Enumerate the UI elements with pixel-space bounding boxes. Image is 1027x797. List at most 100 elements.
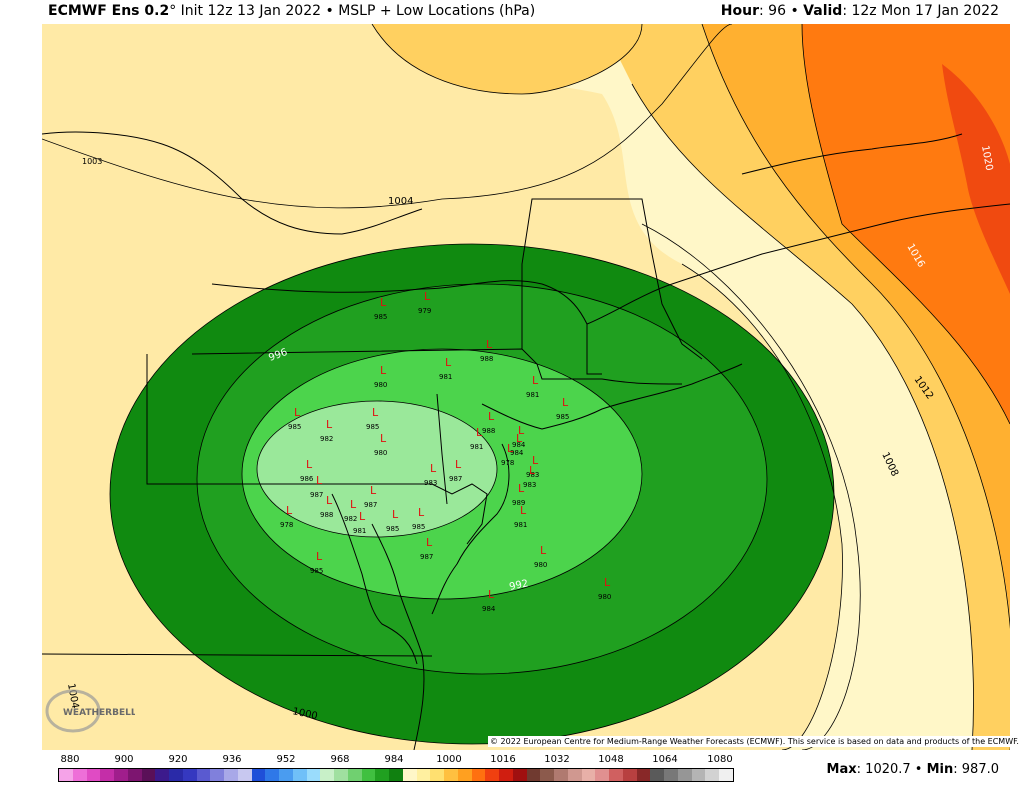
colorbar-tick-label: 1000 (436, 754, 462, 765)
low-pressure-value: 982 (320, 435, 333, 443)
colorbar-swatch (265, 769, 279, 781)
colorbar-tick-label: 952 (276, 754, 296, 765)
low-pressure-value: 978 (280, 521, 293, 529)
low-pressure-value: 983 (424, 479, 437, 487)
low-pressure-value: 985 (310, 567, 323, 575)
low-pressure-value: 984 (510, 449, 524, 457)
colorbar-swatch (705, 769, 719, 781)
colorbar-swatch (169, 769, 183, 781)
field-name: MSLP + Low Locations (hPa) (338, 3, 536, 19)
low-pressure-value: 984 (482, 605, 496, 613)
low-marker-letter: L (418, 506, 425, 519)
low-pressure-value: 981 (470, 443, 483, 451)
colorbar-swatch (499, 769, 513, 781)
low-pressure-value: 981 (439, 373, 452, 381)
hour-value: : 96 (759, 3, 786, 19)
colorbar-swatch (59, 769, 73, 781)
low-marker-letter: L (540, 544, 547, 557)
low-marker-letter: L (359, 510, 366, 523)
low-pressure-value: 981 (353, 527, 366, 535)
colorbar-swatch (141, 769, 156, 781)
low-marker-letter: L (455, 458, 462, 471)
colorbar-tick-label: 1080 (707, 754, 733, 765)
low-pressure-value: 983 (523, 481, 536, 489)
low-pressure-value: 985 (288, 423, 301, 431)
colorbar-swatch (430, 769, 444, 781)
max-min-stats: Max: 1020.7 • Min: 987.0 (827, 762, 999, 777)
max-value: : 1020.7 (856, 762, 911, 777)
band-1008-north (372, 24, 642, 94)
low-pressure-value: 986 (300, 475, 314, 483)
pressure-map: 1004 996 992 1000 1008 1012 1016 1020 10… (42, 24, 1010, 750)
header-bar: ECMWF Ens 0.2° Init 12z 13 Jan 2022 • MS… (0, 0, 1027, 24)
colorbar-swatch (375, 769, 389, 781)
colorbar-tick-label: 936 (222, 754, 242, 765)
low-pressure-value: 987 (364, 501, 377, 509)
low-marker-letter: L (350, 498, 357, 511)
colorbar-swatch (334, 769, 348, 781)
low-marker-letter: L (520, 504, 527, 517)
colorbar-swatch (457, 769, 472, 781)
low-pressure-value: 988 (480, 355, 493, 363)
colorbar-swatch (554, 769, 568, 781)
colorbar-tick-label: 880 (60, 754, 80, 765)
colorbar-swatch (402, 769, 417, 781)
low-pressure-value: 985 (386, 525, 399, 533)
colorbar-swatch (127, 769, 142, 781)
colorbar-swatch (155, 769, 169, 781)
low-pressure-value: 987 (449, 475, 462, 483)
low-marker-letter: L (372, 406, 379, 419)
colorbar-tick-label: 968 (330, 754, 350, 765)
colorbar-swatch (664, 769, 678, 781)
low-marker-letter: L (488, 588, 495, 601)
low-pressure-value: 982 (344, 515, 357, 523)
colorbar-tick-label: 1064 (652, 754, 678, 765)
low-pressure-value: 985 (366, 423, 379, 431)
low-marker-letter: L (326, 494, 333, 507)
low-marker-letter: L (380, 296, 387, 309)
max-label: Max (826, 762, 857, 777)
valid-time: Hour: 96 • Valid: 12z Mon 17 Jan 2022 (721, 3, 999, 19)
colorbar-swatch (526, 769, 541, 781)
low-marker-letter: L (426, 536, 433, 549)
separator: • (914, 762, 923, 777)
colorbar-swatch (485, 769, 499, 781)
colorbar-swatch (581, 769, 596, 781)
low-marker-letter: L (294, 406, 301, 419)
low-pressure-value: 980 (374, 449, 387, 457)
colorbar-swatch (72, 769, 87, 781)
low-pressure-value: 985 (556, 413, 569, 421)
valid-value: : 12z Mon 17 Jan 2022 (842, 3, 999, 19)
colorbar-tick-label: 900 (114, 754, 134, 765)
low-marker-letter: L (518, 424, 525, 437)
colorbar-swatch (361, 769, 376, 781)
low-marker-letter: L (529, 464, 536, 477)
low-pressure-value: 989 (512, 499, 525, 507)
isobars (42, 24, 1010, 750)
colorbar-swatch (471, 769, 486, 781)
low-marker-letter: L (326, 418, 333, 431)
contour-label-1003: 1003 (82, 157, 102, 166)
colorbar-swatch (650, 769, 664, 781)
low-marker-letter: L (532, 374, 539, 387)
colorbar-swatch (251, 769, 266, 781)
low-marker-letter: L (486, 338, 493, 351)
colorbar-swatch (347, 769, 362, 781)
low-marker-letter: L (380, 432, 387, 445)
colorbar-swatch (306, 769, 321, 781)
low-marker-letter: L (476, 426, 483, 439)
low-pressure-value: 979 (418, 307, 431, 315)
contour-label-992: 992 (508, 578, 529, 593)
colorbar-swatch (416, 769, 431, 781)
low-marker-letter: L (532, 454, 539, 467)
low-pressure-value: 981 (514, 521, 527, 529)
low-pressure-value: 988 (482, 427, 495, 435)
low-pressure-value: 981 (526, 391, 539, 399)
colorbar-swatch (86, 769, 101, 781)
low-marker-letter: L (516, 432, 523, 445)
contour-label-1020: 1020 (979, 145, 994, 172)
low-pressure-value: 980 (374, 381, 387, 389)
model-name: ECMWF Ens 0.2 (48, 3, 170, 19)
contour-label-1004: 1004 (388, 196, 413, 207)
